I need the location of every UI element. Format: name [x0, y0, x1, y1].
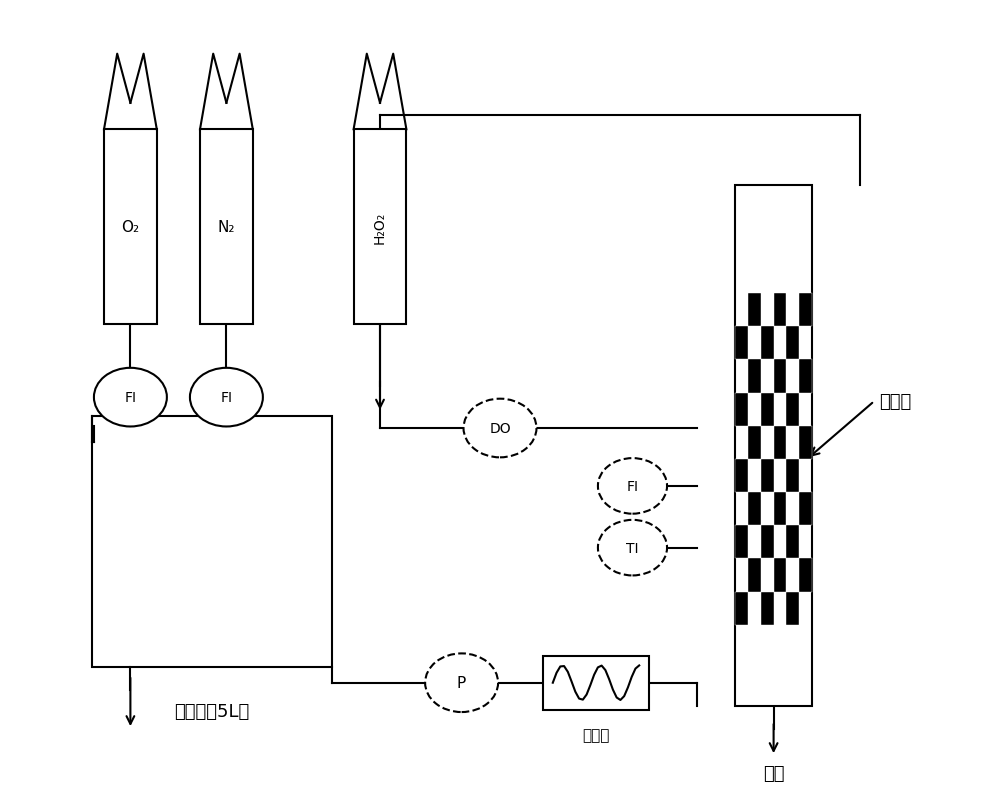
Text: N₂: N₂ [218, 220, 235, 234]
Bar [104, 130, 157, 324]
Bar [543, 656, 649, 710]
Bar [799, 559, 812, 592]
Bar [748, 426, 761, 459]
Circle shape [94, 369, 167, 427]
Bar [748, 360, 761, 393]
Text: FI: FI [626, 479, 638, 493]
Text: DO: DO [489, 422, 511, 435]
Bar [735, 327, 748, 360]
Bar [799, 360, 812, 393]
Text: P: P [457, 675, 466, 691]
Text: 换热器: 换热器 [582, 727, 610, 742]
Bar [799, 492, 812, 526]
Bar [786, 393, 799, 426]
Bar [748, 559, 761, 592]
Bar [799, 294, 812, 327]
Bar [748, 492, 761, 526]
Circle shape [464, 399, 536, 458]
Text: H₂O₂: H₂O₂ [373, 211, 387, 243]
Bar [774, 294, 786, 327]
Text: 原水罐（5L）: 原水罐（5L） [174, 702, 250, 720]
Bar [735, 526, 748, 559]
Bar [92, 417, 332, 667]
Bar [748, 294, 761, 327]
Text: FI: FI [220, 390, 232, 405]
Bar [761, 526, 774, 559]
Bar [799, 426, 812, 459]
Bar [200, 130, 253, 324]
Bar [735, 592, 748, 625]
Bar [786, 592, 799, 625]
Bar [761, 393, 774, 426]
Bar [786, 327, 799, 360]
Circle shape [598, 459, 667, 514]
Bar [735, 459, 748, 492]
Circle shape [598, 520, 667, 576]
Bar [786, 459, 799, 492]
Bar [774, 559, 786, 592]
Bar [774, 492, 786, 526]
Bar [761, 459, 774, 492]
Bar [735, 185, 812, 706]
Circle shape [425, 654, 498, 712]
Text: TI: TI [626, 541, 639, 555]
Bar [774, 360, 786, 393]
Bar [786, 526, 799, 559]
Text: 树脂柱: 树脂柱 [879, 393, 911, 410]
Circle shape [190, 369, 263, 427]
Bar [774, 426, 786, 459]
Bar [761, 592, 774, 625]
Bar [761, 327, 774, 360]
Text: O₂: O₂ [121, 220, 139, 234]
Bar [354, 130, 406, 324]
Text: FI: FI [124, 390, 136, 405]
Text: 采样: 采样 [763, 764, 784, 782]
Bar [735, 393, 748, 426]
